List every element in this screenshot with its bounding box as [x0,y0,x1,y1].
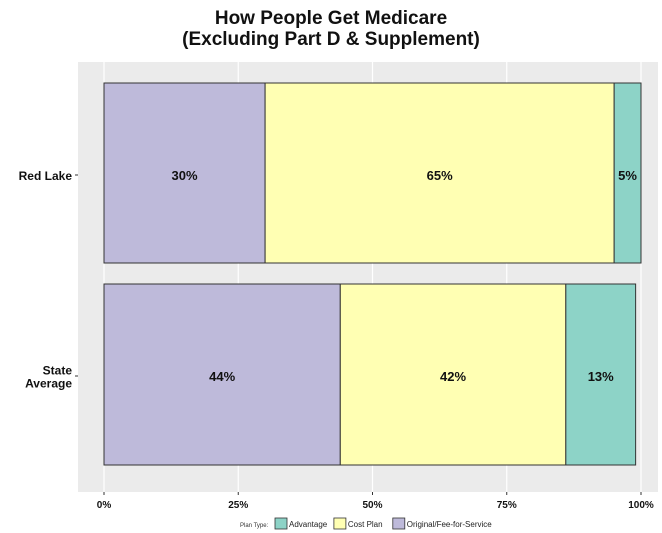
legend-label-2: Original/Fee-for-Service [407,520,492,529]
data-label-0-2: 5% [618,168,637,183]
chart-title: How People Get Medicare [214,8,448,29]
legend-swatch-0 [274,517,288,530]
data-label-1-0: 44% [209,369,235,384]
bar-segment-1-1 [339,283,567,466]
x-tick-label-2: 50% [362,500,382,511]
data-label-0-1: 65% [427,168,453,183]
x-tick-label-0: 0% [97,500,112,511]
bar-segment-0-1 [264,82,615,264]
legend-swatch-2 [392,517,406,530]
chart-subtitle: (Excluding Part D & Supplement) [182,29,480,50]
legend-title: Plan Type: [240,523,269,529]
legend-label-1: Cost Plan [348,520,383,529]
bar-segment-0-2 [613,82,642,264]
data-label-0-0: 30% [172,168,198,183]
legend-label-0: Advantage [289,520,328,529]
category-label-1: State Average [25,364,72,391]
bar-segment-0-0 [103,82,266,264]
bar-segment-1-2 [565,283,637,466]
x-tick-label-4: 100% [628,500,654,511]
x-tick-label-1: 25% [228,500,248,511]
legend-swatch-1 [333,517,347,530]
category-label-0: Red Lake [19,169,73,183]
data-label-1-1: 42% [440,369,466,384]
data-label-1-2: 13% [588,369,614,384]
x-tick-label-3: 75% [497,500,517,511]
